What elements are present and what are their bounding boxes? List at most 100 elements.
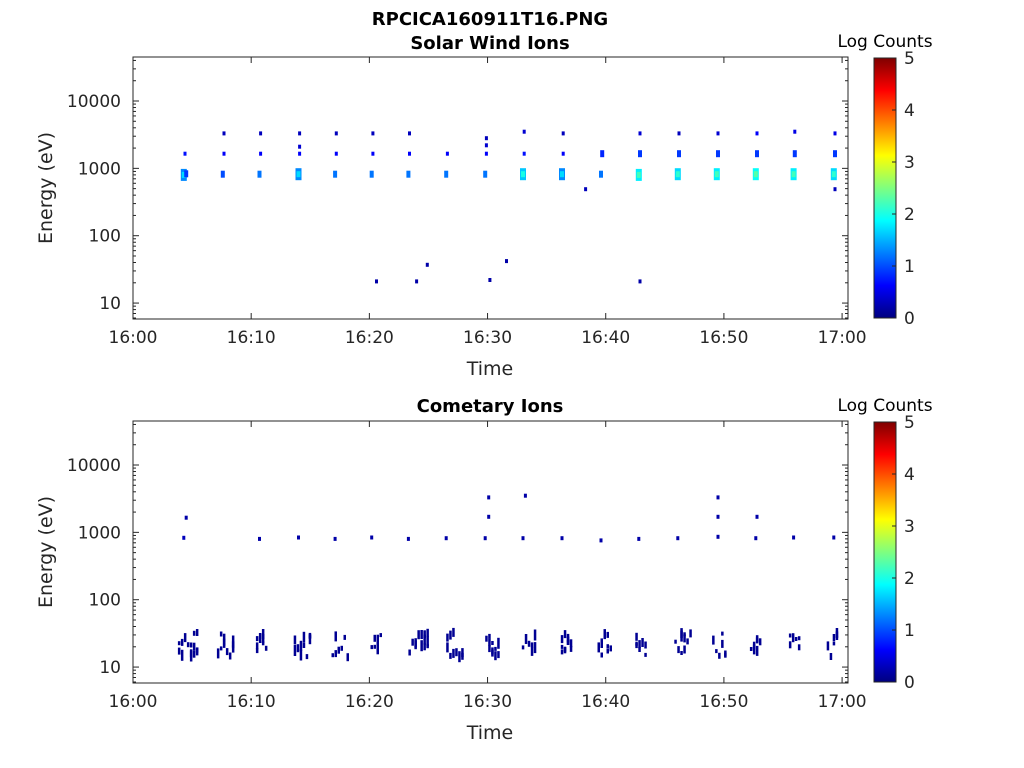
cometary-cluster-cell <box>255 636 259 642</box>
cometary-data-cell <box>258 536 261 541</box>
solar-wind-data-cell <box>375 279 378 284</box>
cometary-cluster-cell <box>177 641 181 646</box>
cometary-cluster-cell <box>494 651 497 661</box>
cometary-cluster-cell <box>491 641 494 645</box>
cometary-cluster-cell <box>183 633 187 643</box>
solar-wind-data-cell <box>220 170 225 178</box>
solar-wind-x-tick-label: 16:40 <box>581 328 630 348</box>
solar-wind-data-cell <box>793 129 797 134</box>
cometary-cluster-cell <box>606 644 609 649</box>
cometary-cluster-cell <box>826 641 830 651</box>
cometary-cluster-cell <box>334 631 337 642</box>
cometary-cluster-cell <box>749 647 753 651</box>
cometary-x-tick-label: 17:00 <box>818 692 867 712</box>
cometary-cluster-cell <box>426 636 429 647</box>
solar-wind-data-cell-core <box>521 171 525 178</box>
cometary-cluster-cell <box>530 642 534 648</box>
cometary-cluster-cell <box>635 643 638 649</box>
cometary-cluster-cell <box>189 642 193 648</box>
solar-wind-data-cell-core <box>791 171 796 178</box>
cometary-cluster-cell <box>177 647 181 655</box>
cometary-data-cell <box>182 535 186 540</box>
cometary-cluster-cell <box>638 647 641 652</box>
cometary-cluster-cell <box>299 640 303 651</box>
cometary-data-cell <box>792 535 796 540</box>
solar-wind-x-axis-label: Time <box>466 358 514 380</box>
cometary-colorbar-tick-label: 0 <box>904 673 915 693</box>
cometary-cluster-cell <box>423 643 426 651</box>
cometary-cluster-cell <box>597 642 600 653</box>
cometary-cluster-cell <box>718 652 721 659</box>
cometary-cluster-cell <box>452 627 455 637</box>
cometary-cluster-cell <box>186 642 190 648</box>
solar-wind-colorbar-tick-label: 3 <box>904 153 915 173</box>
cometary-cluster-cell <box>832 641 836 646</box>
cometary-cluster-cell <box>189 650 193 662</box>
cometary-cluster-cell <box>533 642 537 654</box>
solar-wind-x-tick-label: 16:50 <box>699 328 748 348</box>
cometary-cluster-cell <box>308 633 312 639</box>
panel-title-solar-wind: Solar Wind Ions <box>410 33 569 54</box>
cometary-cluster-cell <box>755 635 759 643</box>
cometary-cluster-cell <box>258 633 262 643</box>
solar-wind-data-cell <box>222 151 226 156</box>
cometary-cluster-cell <box>222 633 226 643</box>
cometary-data-cell <box>523 493 527 498</box>
cometary-cluster-cell <box>606 631 609 638</box>
cometary-data-cell <box>599 538 603 543</box>
solar-wind-data-cell <box>600 150 605 158</box>
solar-wind-data-cell <box>677 131 681 136</box>
cometary-x-axis-label: Time <box>466 722 514 744</box>
solar-wind-data-cell <box>561 151 565 156</box>
cometary-y-ticks: 10 100 1000 10000 <box>67 423 848 683</box>
solar-wind-data-cell-core <box>831 171 836 178</box>
cometary-x-tick-label: 16:40 <box>581 692 630 712</box>
cometary-cluster-cell <box>635 632 638 641</box>
cometary-cluster-cell <box>446 642 449 653</box>
cometary-cluster-cell <box>449 630 452 640</box>
solar-wind-data-cell <box>755 131 759 136</box>
cometary-cluster-cell <box>521 645 525 650</box>
cometary-cluster-cell <box>414 640 417 648</box>
solar-wind-data-cell-core <box>296 171 301 178</box>
cometary-cluster-cell <box>261 641 265 646</box>
cometary-cluster-cell <box>376 647 379 654</box>
cometary-cluster-cell <box>331 653 334 658</box>
solar-wind-data-cell <box>334 131 338 136</box>
cometary-cluster-cell <box>302 631 306 643</box>
solar-wind-heatmap <box>180 129 837 284</box>
solar-wind-data-cell <box>833 150 837 158</box>
solar-wind-data-cell <box>298 131 302 136</box>
cometary-data-cell <box>487 495 491 500</box>
cometary-colorbar: 0 1 2 3 4 5 <box>873 413 915 693</box>
cometary-cluster-cell <box>609 645 612 652</box>
solar-wind-data-cell <box>638 279 642 284</box>
cometary-cluster-cell <box>689 629 692 638</box>
cometary-x-tick-label: 16:10 <box>227 692 276 712</box>
cometary-cluster-cell <box>712 635 715 645</box>
cometary-cluster-cell <box>683 645 686 654</box>
cometary-cluster-cell <box>680 651 683 655</box>
cometary-cluster-cell <box>231 645 235 653</box>
cometary-cluster-cell <box>219 646 223 651</box>
solar-wind-data-cell <box>445 151 449 156</box>
cometary-data-cell <box>716 514 720 519</box>
cometary-cluster-cell <box>346 653 349 662</box>
cometary-cluster-cell <box>180 638 184 646</box>
solar-wind-data-cell <box>259 151 263 156</box>
solar-wind-x-tick-label: 17:00 <box>818 328 867 348</box>
cometary-cluster-cell <box>264 645 268 651</box>
cometary-cluster-cell <box>417 630 420 640</box>
solar-wind-data-cell <box>371 131 375 136</box>
figure-title: RPCICA160911T16.PNG <box>372 9 608 30</box>
cometary-colorbar-tick-label: 4 <box>904 465 915 485</box>
solar-wind-data-cell <box>833 187 837 192</box>
cometary-x-tick-label: 16:50 <box>699 692 748 712</box>
cometary-cluster-cell <box>373 634 376 642</box>
cometary-cluster-cell <box>563 630 567 639</box>
cometary-cluster-cell <box>426 644 429 649</box>
cometary-cluster-cell <box>180 649 184 661</box>
cometary-cluster-cell <box>458 651 461 663</box>
solar-wind-x-tick-label: 16:30 <box>463 328 512 348</box>
